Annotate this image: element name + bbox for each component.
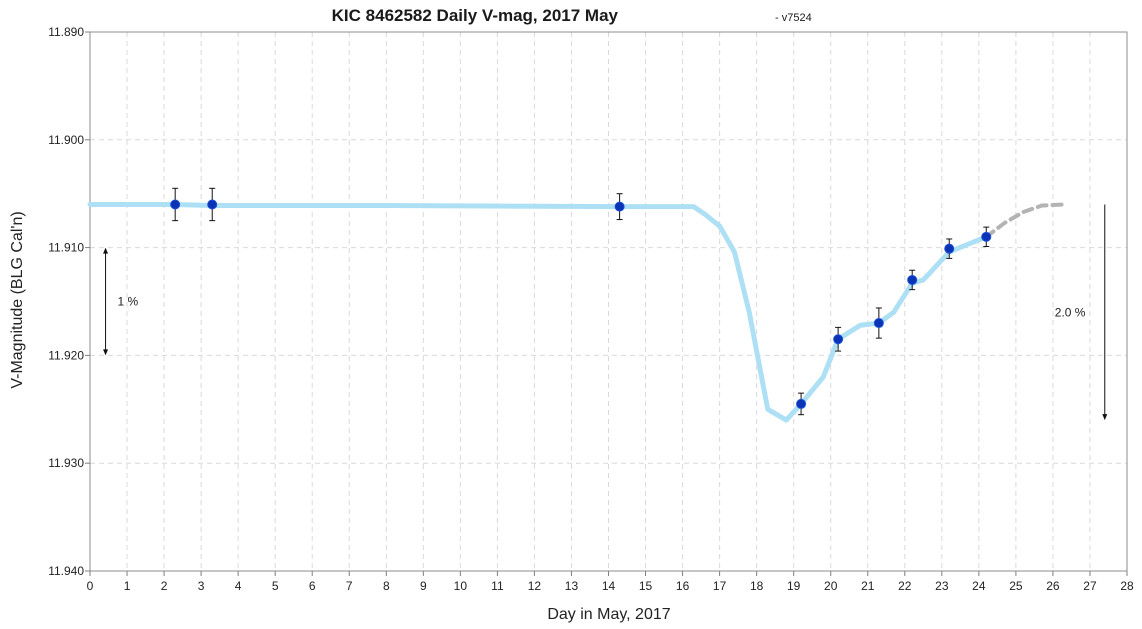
series-layer	[87, 187, 1067, 423]
x-tick-label: 22	[898, 579, 912, 593]
x-tick-label: 3	[198, 579, 205, 593]
y-tick-label: 11.940	[48, 564, 84, 578]
x-tick-label: 1	[124, 579, 131, 593]
data-point	[207, 199, 218, 210]
data-point	[833, 334, 844, 345]
x-tick-label: 21	[861, 579, 875, 593]
x-tick-label: 27	[1083, 579, 1097, 593]
data-point	[170, 199, 181, 210]
gridlines	[90, 32, 1127, 571]
y-axis-ticks: 11.890 11.900 11.910 11.920 11.930 11.940	[48, 25, 90, 578]
x-tick-label: 6	[309, 579, 316, 593]
x-tick-label: 4	[235, 579, 242, 593]
x-tick-label: 13	[565, 579, 579, 593]
x-tick-label: 16	[676, 579, 690, 593]
x-tick-label: 11	[491, 579, 504, 593]
annotations: 1 % 2.0 %	[103, 204, 1108, 421]
annotation-label: 1 %	[118, 295, 139, 309]
y-tick-label: 11.930	[48, 456, 84, 470]
x-tick-label: 15	[639, 579, 653, 593]
data-point	[873, 318, 884, 329]
annotation-arrowhead	[103, 349, 109, 356]
x-tick-label: 24	[972, 579, 986, 593]
x-tick-label: 12	[528, 579, 542, 593]
data-point	[796, 398, 807, 409]
x-tick-label: 17	[713, 579, 727, 593]
x-axis-title: Day in May, 2017	[547, 606, 670, 623]
x-axis-ticks: 0 1 2 3 4 5 6 7 8 9 10 11 12 13 14 15 16 17 18 19 20 21 22 23 24…	[87, 571, 1134, 593]
x-tick-label: 14	[602, 579, 616, 593]
chart-subtitle: - v7524	[775, 12, 812, 24]
x-tick-label: 26	[1046, 579, 1060, 593]
x-tick-label: 7	[346, 579, 353, 593]
y-tick-label: 11.920	[48, 348, 84, 362]
trend-line	[87, 201, 989, 423]
plot-border	[89, 31, 1128, 572]
x-tick-label: 9	[420, 579, 427, 593]
y-tick-label: 11.900	[48, 133, 84, 147]
x-tick-label: 23	[935, 579, 949, 593]
annotation-arrowhead	[1102, 414, 1108, 421]
x-tick-label: 10	[454, 579, 468, 593]
data-point	[944, 243, 955, 254]
x-tick-label: 28	[1120, 579, 1134, 593]
x-tick-label: 5	[272, 579, 279, 593]
plot-area	[89, 31, 1128, 572]
x-tick-label: 19	[787, 579, 801, 593]
data-point	[614, 201, 625, 212]
projection-line	[984, 202, 1067, 239]
y-tick-label: 11.910	[48, 241, 84, 255]
y-axis-title: V-Magnitude (BLG Cal'n)	[9, 211, 26, 388]
x-tick-label: 25	[1009, 579, 1023, 593]
chart-title: KIC 8462582 Daily V-mag, 2017 May	[332, 6, 619, 25]
x-tick-label: 0	[87, 579, 94, 593]
annotation-arrowhead	[103, 247, 109, 254]
data-point	[981, 231, 992, 242]
x-tick-label: 8	[383, 579, 390, 593]
annotation-label: 2.0 %	[1055, 305, 1086, 319]
x-tick-label: 2	[161, 579, 168, 593]
data-point	[907, 274, 918, 285]
x-tick-label: 20	[824, 579, 838, 593]
x-tick-label: 18	[750, 579, 764, 593]
y-tick-label: 11.890	[48, 25, 84, 39]
